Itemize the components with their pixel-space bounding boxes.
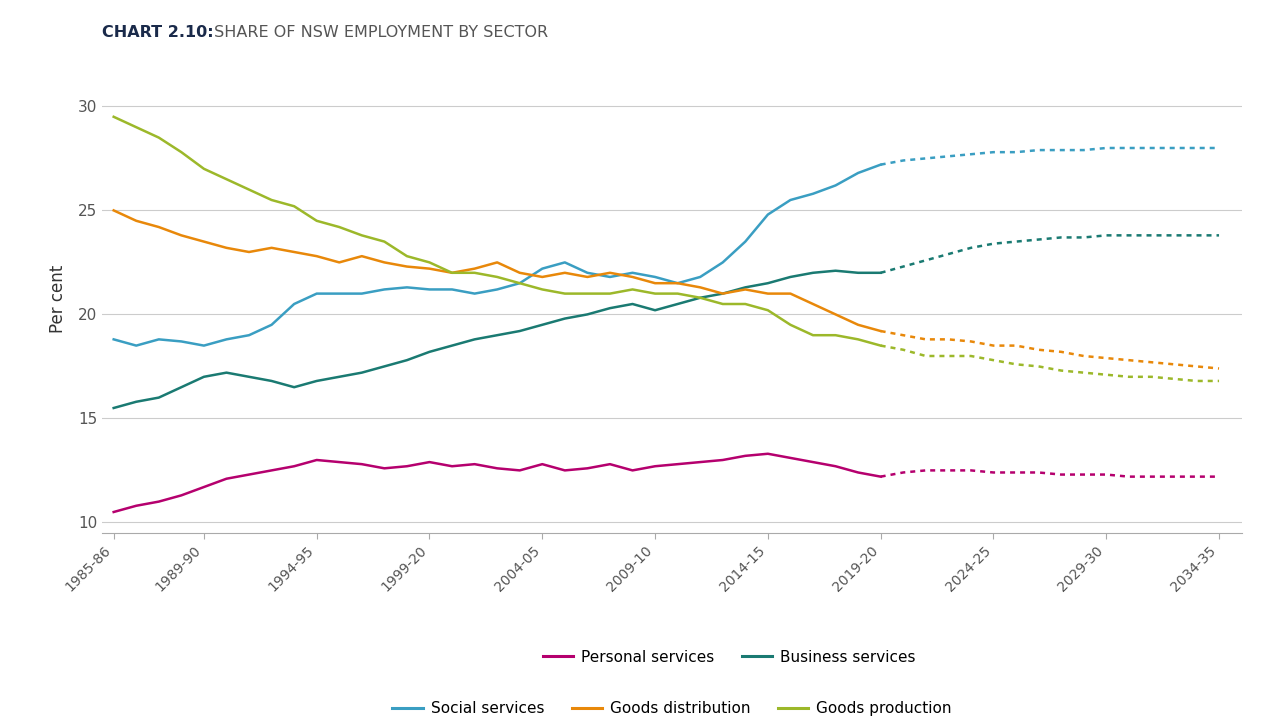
Text: CHART 2.10:: CHART 2.10: bbox=[102, 25, 214, 40]
Y-axis label: Per cent: Per cent bbox=[49, 265, 67, 333]
Text: SHARE OF NSW EMPLOYMENT BY SECTOR: SHARE OF NSW EMPLOYMENT BY SECTOR bbox=[209, 25, 548, 40]
Legend: Social services, Goods distribution, Goods production: Social services, Goods distribution, Goo… bbox=[387, 695, 957, 720]
